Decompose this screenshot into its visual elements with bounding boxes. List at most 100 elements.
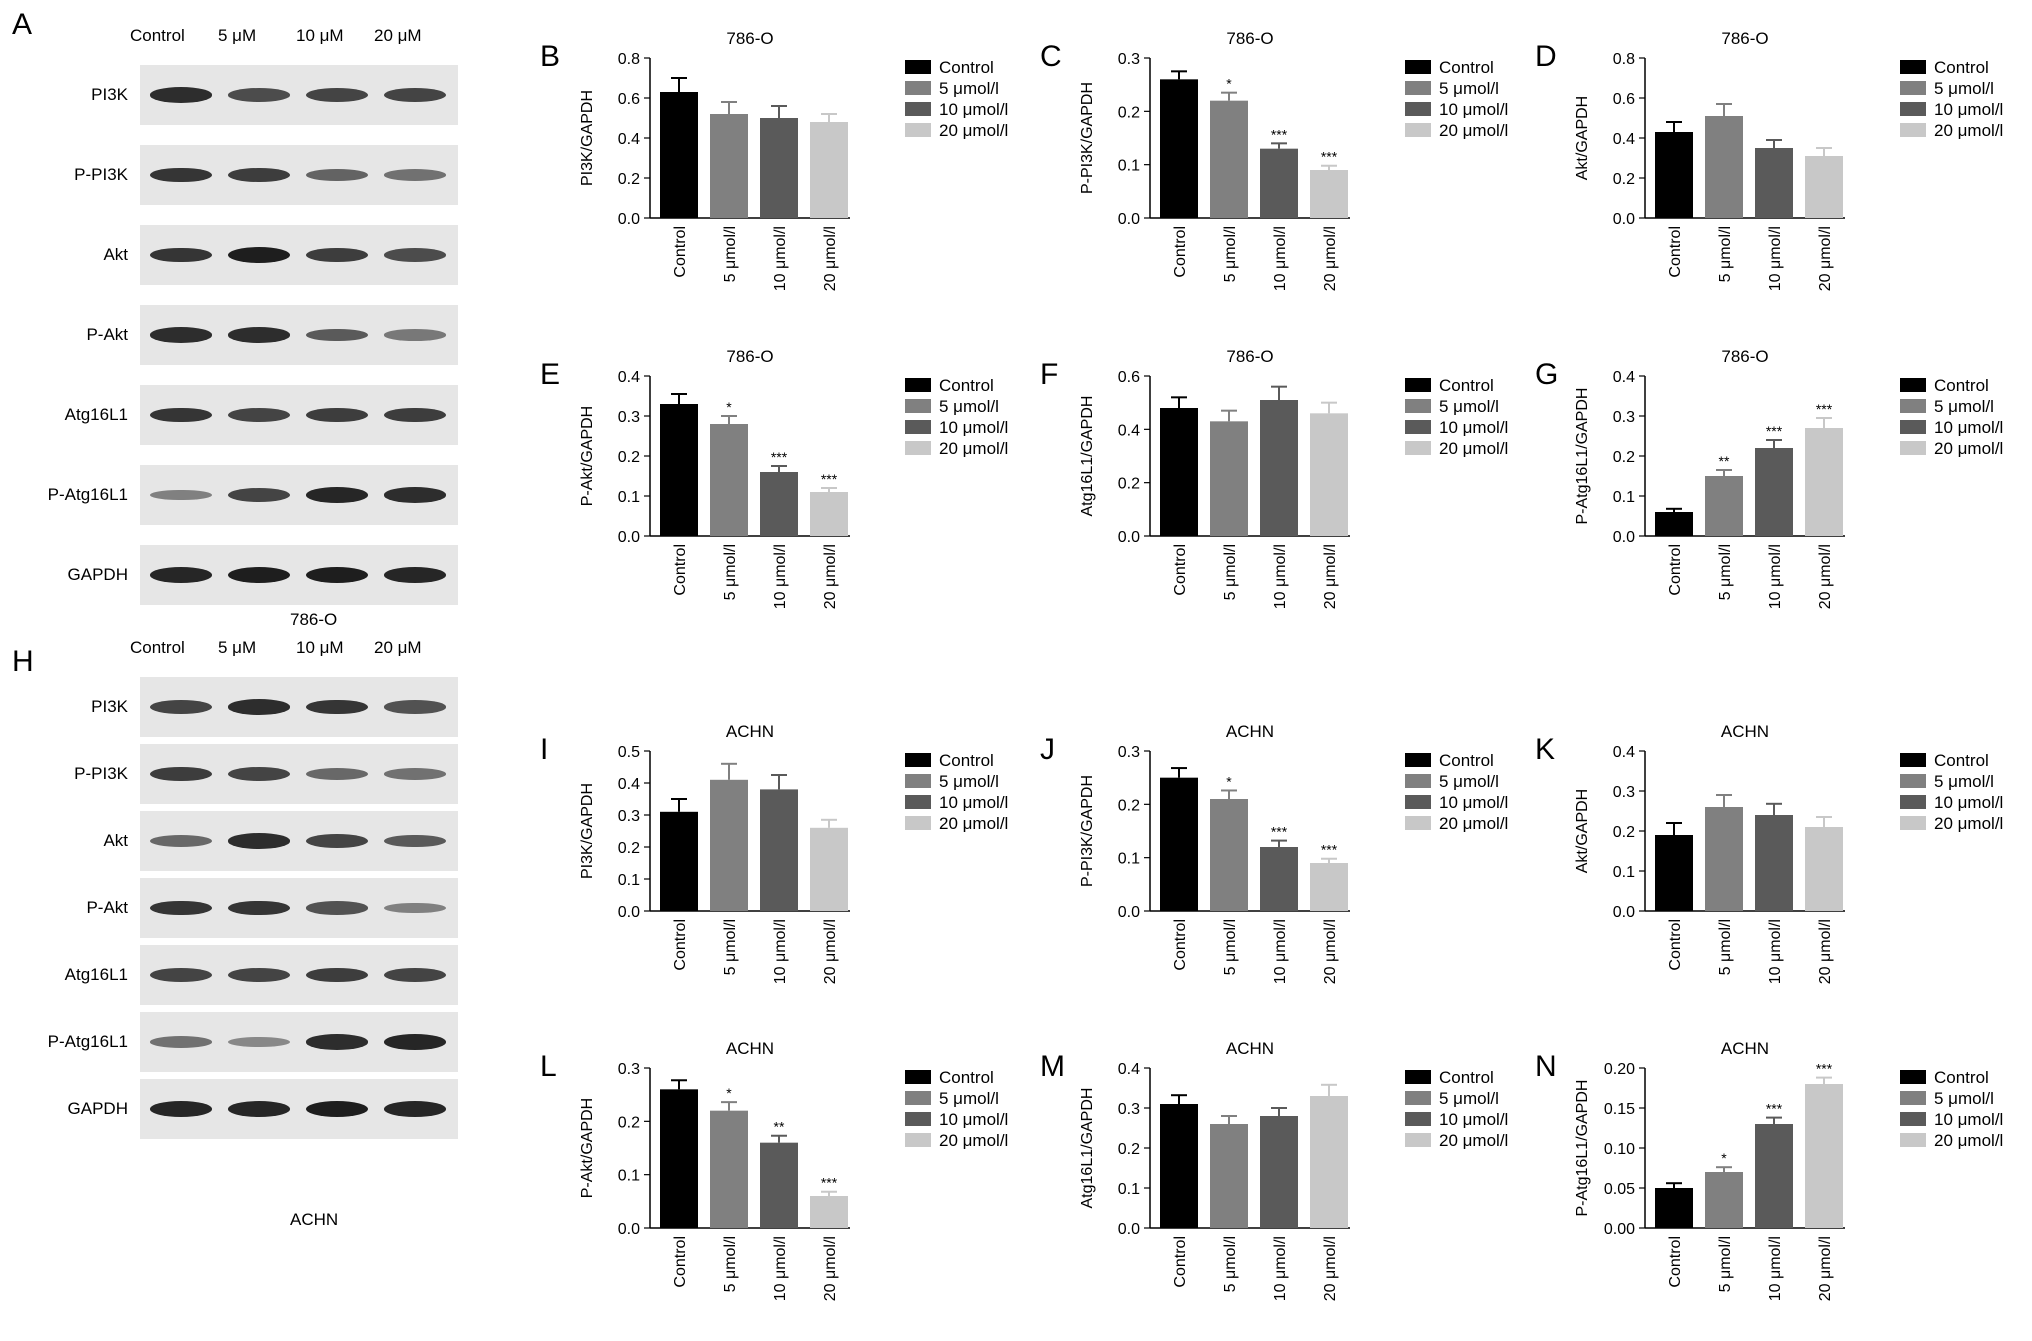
blot-row: P-Akt — [86, 878, 458, 938]
chart-title: ACHN — [726, 722, 774, 741]
legend-swatch — [905, 60, 931, 74]
x-tick-label: 5 μmol/l — [722, 1236, 739, 1292]
y-tick-label: 0.4 — [618, 369, 640, 386]
significance-label: *** — [1766, 423, 1783, 439]
protein-label: PI3K — [91, 85, 128, 104]
legend-swatch — [905, 378, 931, 392]
legend-swatch — [905, 81, 931, 95]
legend-label: 5 μmol/l — [1439, 1089, 1499, 1108]
x-tick-label: Control — [1172, 919, 1189, 971]
x-tick-label: Control — [1667, 1236, 1684, 1288]
x-tick-label: 10 μmol/l — [772, 919, 789, 984]
chart-title: 786-O — [726, 347, 773, 366]
legend-label: 10 μmol/l — [1439, 100, 1508, 119]
blot-band — [384, 407, 446, 423]
panel-letter: D — [1535, 40, 1557, 73]
y-tick-label: 0.4 — [618, 131, 640, 148]
blot-band — [228, 167, 290, 183]
y-tick-label: 0.1 — [1118, 851, 1140, 868]
x-tick-label: 10 μmol/l — [1272, 919, 1289, 984]
x-tick-label: 20 μmol/l — [822, 919, 839, 984]
blot-strip — [140, 677, 458, 737]
y-tick-label: 0.1 — [1613, 489, 1635, 506]
legend-label: 20 μmol/l — [939, 814, 1008, 833]
panel-letter: K — [1535, 733, 1555, 766]
bar — [1310, 1096, 1348, 1228]
legend-swatch — [1900, 102, 1926, 116]
y-axis-label: Akt/GAPDH — [1574, 96, 1591, 180]
y-tick-label: 0.3 — [618, 1061, 640, 1078]
blot-band — [228, 900, 290, 916]
bar — [660, 811, 698, 911]
bar — [1160, 408, 1198, 536]
x-tick-label: 20 μmol/l — [1322, 1236, 1339, 1301]
chart-title: 786-O — [1226, 29, 1273, 48]
blot-band — [228, 968, 290, 982]
lane-label: 5 μM — [218, 26, 257, 45]
y-tick-label: 0.6 — [618, 91, 640, 108]
blot-band — [306, 699, 368, 715]
legend-label: 10 μmol/l — [1934, 793, 2003, 812]
y-axis-label: P-Atg16L1/GAPDH — [1574, 1080, 1591, 1217]
bar — [1160, 1104, 1198, 1228]
bar — [760, 1142, 798, 1228]
panel-letter: N — [1535, 1050, 1557, 1083]
legend-label: 5 μmol/l — [1439, 772, 1499, 791]
chart-title: 786-O — [1721, 347, 1768, 366]
legend-swatch — [1405, 441, 1431, 455]
y-tick-label: 0.3 — [1613, 784, 1635, 801]
western-blot-achn: Control 5 μM 10 μM 20 μM PI3K P-PI3K Akt P-Akt A… — [48, 632, 458, 1252]
blot-strip — [140, 65, 458, 125]
bar — [1705, 807, 1743, 911]
y-tick-label: 0.0 — [618, 211, 640, 228]
protein-label: P-Akt — [86, 898, 128, 917]
legend-swatch — [1405, 399, 1431, 413]
legend-swatch — [1405, 816, 1431, 830]
x-tick-label: 5 μmol/l — [1222, 544, 1239, 600]
significance-label: ** — [1719, 453, 1730, 469]
panel-letter: G — [1535, 358, 1558, 391]
legend-swatch — [1405, 795, 1431, 809]
chart-title: ACHN — [1721, 1039, 1769, 1058]
bar — [1805, 428, 1843, 536]
bar — [760, 789, 798, 911]
legend-swatch — [1405, 102, 1431, 116]
bar — [1705, 1172, 1743, 1228]
protein-label: Akt — [103, 245, 128, 264]
lane-label: 10 μM — [296, 638, 344, 657]
bar — [810, 1196, 848, 1228]
legend-label: 20 μmol/l — [1439, 439, 1508, 458]
legend-swatch — [1405, 378, 1431, 392]
x-tick-label: 20 μmol/l — [1322, 544, 1339, 609]
bar — [760, 472, 798, 536]
blot-band — [228, 488, 290, 502]
x-tick-label: 10 μmol/l — [1272, 226, 1289, 291]
blot-band — [228, 699, 290, 715]
protein-label: GAPDH — [67, 565, 128, 584]
legend-swatch — [1900, 774, 1926, 788]
protein-label: GAPDH — [67, 1099, 128, 1118]
y-tick-label: 0.3 — [618, 409, 640, 426]
blot-band — [150, 167, 212, 183]
blot-band — [306, 168, 368, 182]
y-tick-label: 0.4 — [1118, 1061, 1140, 1078]
legend-label: Control — [939, 1068, 994, 1087]
legend-swatch — [1405, 60, 1431, 74]
y-tick-label: 0.0 — [1118, 529, 1140, 546]
blot-band — [228, 567, 290, 583]
protein-label: P-PI3K — [74, 764, 128, 783]
y-tick-label: 0.2 — [1118, 797, 1140, 814]
significance-label: * — [726, 399, 732, 415]
x-tick-label: 10 μmol/l — [1767, 544, 1784, 609]
blot-band — [150, 900, 212, 916]
legend-swatch — [905, 1070, 931, 1084]
blot-band — [384, 88, 446, 102]
legend-label: 5 μmol/l — [1934, 79, 1994, 98]
blot-band — [150, 407, 212, 423]
blot-row: P-PI3K — [74, 145, 458, 205]
significance-label: *** — [1271, 126, 1288, 142]
legend-label: Control — [939, 751, 994, 770]
x-tick-label: 20 μmol/l — [1322, 226, 1339, 291]
blot-strip — [140, 744, 458, 804]
significance-label: *** — [771, 449, 788, 465]
